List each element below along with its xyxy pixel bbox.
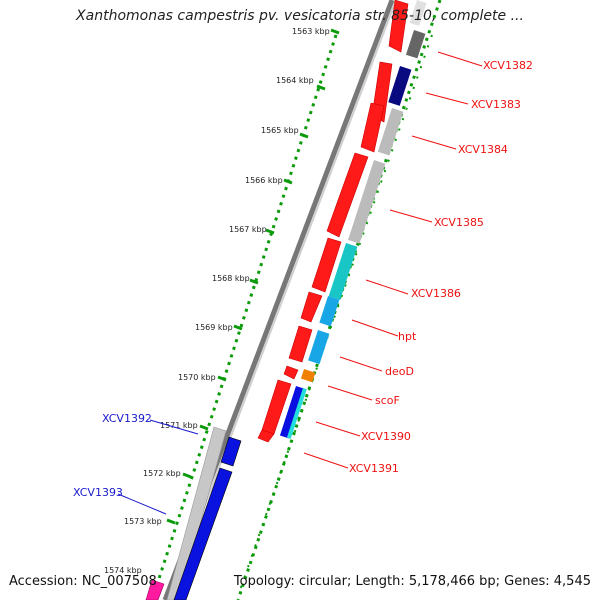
gene-scof-arrow[interactable] — [283, 365, 299, 380]
leader-line — [117, 493, 167, 515]
leader-line — [327, 385, 373, 401]
tick-label: 1571 kbp — [160, 421, 198, 430]
cog-block — [388, 66, 412, 106]
gene-xcv1385-arrow[interactable] — [326, 152, 369, 238]
map-title: Xanthomonas campestris pv. vesicatoria s… — [76, 8, 524, 24]
leader-line — [389, 209, 433, 223]
gene-label-xcv1383[interactable]: XCV1383 — [471, 98, 521, 111]
cog-block — [279, 386, 306, 439]
gene-xcv1386-arrow[interactable] — [311, 237, 342, 293]
gene-label-xcv1385[interactable]: XCV1385 — [434, 216, 484, 229]
cog-block — [328, 243, 358, 300]
tick-mark — [283, 178, 293, 185]
gene-label-xcv1382[interactable]: XCV1382 — [483, 59, 533, 72]
gene-xcv1382-arrow[interactable] — [388, 0, 409, 53]
tick-mark — [217, 375, 227, 382]
cog-block — [409, 0, 427, 26]
gene-label-xcv1386[interactable]: XCV1386 — [411, 287, 461, 300]
gene-label-xcv1390[interactable]: XCV1390 — [361, 430, 411, 443]
leader-line — [425, 92, 469, 105]
leader-line — [437, 51, 483, 67]
leader-line — [339, 356, 383, 372]
cog-block — [286, 388, 307, 439]
cog-block — [348, 160, 386, 244]
gene-label-scof[interactable]: scoF — [375, 394, 400, 407]
cog-block — [405, 30, 426, 59]
leader-line — [303, 452, 349, 469]
gene-xcv1393-arrow[interactable] — [220, 436, 242, 467]
tick-label: 1564 kbp — [276, 76, 314, 85]
tick-label: 1566 kbp — [245, 176, 283, 185]
gene-label-deod[interactable]: deoD — [385, 365, 414, 378]
gc-track-right — [236, 0, 442, 601]
cog-block — [308, 330, 330, 365]
tick-label: 1565 kbp — [261, 126, 299, 135]
gene-deod-arrow[interactable] — [288, 325, 313, 363]
leader-line — [351, 319, 399, 337]
leader-line — [365, 279, 409, 295]
tick-mark — [299, 132, 309, 139]
tick-mark — [182, 472, 192, 479]
tick-mark — [199, 424, 209, 431]
gc-track-right-inner — [237, 34, 433, 597]
tick-label: 1570 kbp — [178, 373, 216, 382]
gene-label-xcv1392[interactable]: XCV1392 — [102, 412, 152, 425]
leader-line — [315, 421, 361, 437]
tick-mark — [330, 28, 340, 35]
leader-line — [411, 135, 457, 150]
leader-line — [149, 419, 199, 435]
tick-label: 1569 kbp — [195, 323, 233, 332]
tick-mark — [265, 228, 275, 235]
cog-block — [319, 296, 340, 327]
gene-xcv1384-arrow[interactable] — [360, 102, 385, 153]
gene-label-xcv1393[interactable]: XCV1393 — [73, 486, 123, 499]
tick-label: 1572 kbp — [143, 469, 181, 478]
gene-xcv1391-arrow[interactable] — [257, 429, 275, 443]
gene-label-xcv1391[interactable]: XCV1391 — [349, 462, 399, 475]
tick-mark — [233, 324, 243, 331]
accession-text: Accession: NC_007508 — [9, 574, 157, 589]
gene-label-hpt[interactable]: hpt — [398, 330, 417, 343]
cog-block — [300, 369, 316, 383]
gene-hpt-arrow[interactable] — [300, 291, 323, 323]
tick-label: 1567 kbp — [229, 225, 267, 234]
gc-track-left — [150, 34, 338, 601]
cog-block — [377, 108, 404, 156]
gene-label-xcv1384[interactable]: XCV1384 — [458, 143, 508, 156]
topology-text: Topology: circular; Length: 5,178,466 bp… — [233, 574, 591, 589]
tick-label: 1568 kbp — [212, 274, 250, 283]
tick-mark — [316, 84, 326, 91]
tick-mark — [249, 278, 259, 285]
tick-label: 1563 kbp — [292, 27, 330, 36]
tick-label: 1574 kbp — [104, 566, 142, 575]
tick-label: 1573 kbp — [124, 517, 162, 526]
tick-mark — [166, 518, 176, 525]
